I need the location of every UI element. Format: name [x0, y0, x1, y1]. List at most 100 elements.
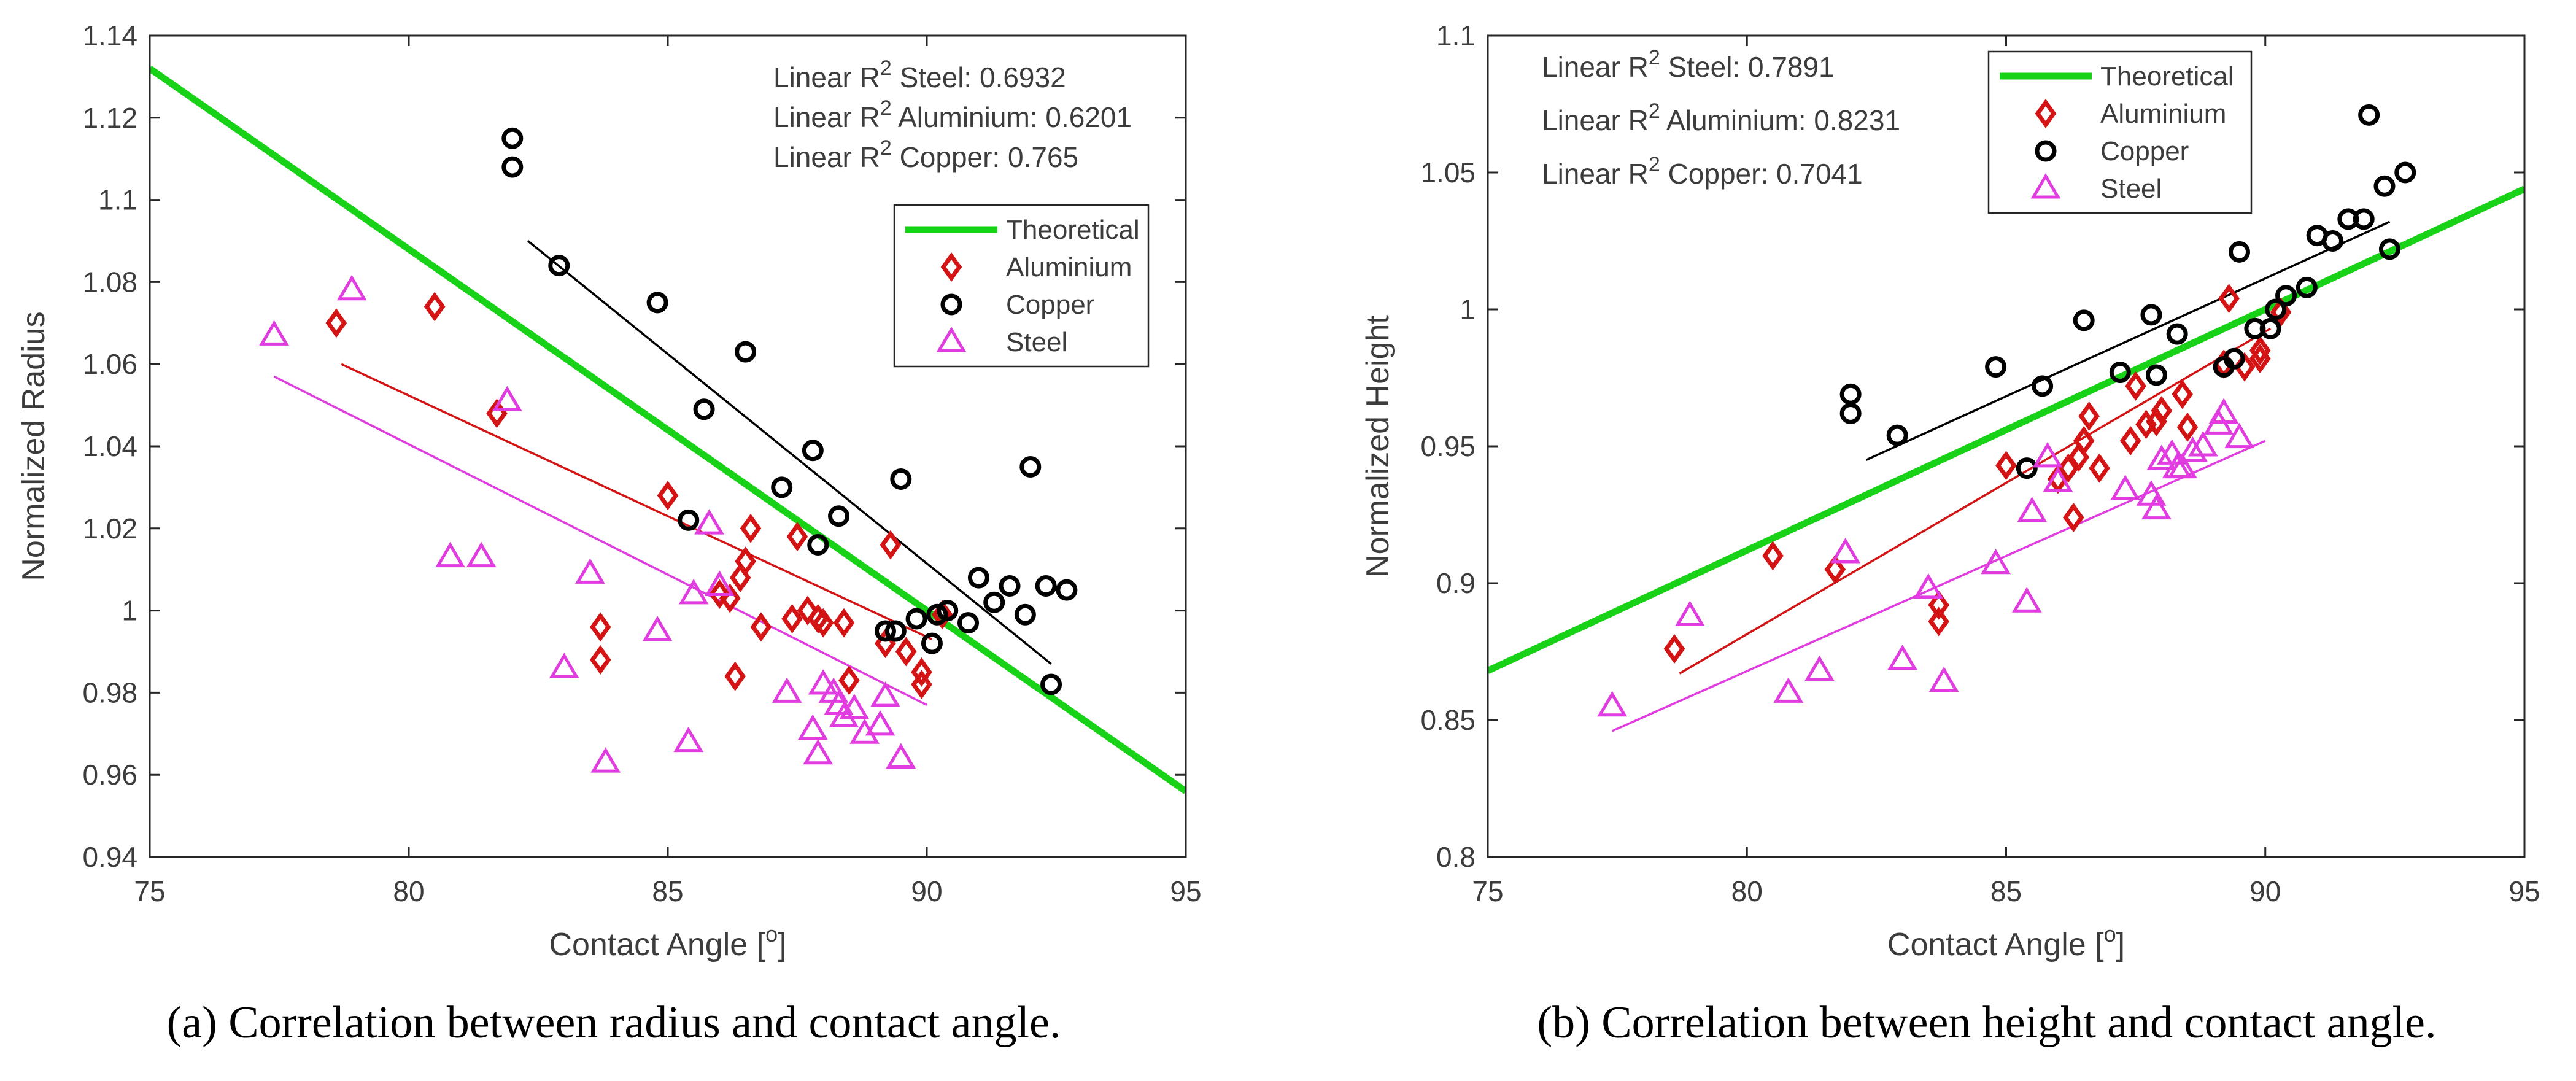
panel-b-copper-point: [2275, 285, 2297, 307]
panel-b-steel-point: [2017, 497, 2048, 522]
panel-b-steel-point: [2043, 467, 2073, 492]
panel-b-aluminium-fit-line: [1679, 327, 2272, 675]
panel-a-aluminium-point: [709, 579, 730, 609]
panel-b-copper-point: [2032, 375, 2054, 397]
panel-b-copper-point: [2073, 309, 2095, 331]
panel-a-theoretical-line: [150, 66, 1186, 794]
panel-a-aluminium-fit-line: [341, 363, 933, 641]
panel-a-legend-aluminium-marker: [940, 252, 962, 282]
panel-b-aluminium-point: [2176, 412, 2199, 442]
panel-a-steel-point: [678, 578, 709, 605]
panel-a-annotation-value: Steel: 0.6932: [892, 61, 1066, 93]
panel-b-copper-point: [2353, 208, 2375, 230]
panel-a-aluminium-point: [812, 608, 834, 638]
panel-b-copper-point: [2140, 304, 2162, 326]
panel-a-copper-point: [1040, 673, 1062, 695]
panel-a-y-tick-label: 1.08: [82, 266, 137, 298]
panel-b-copper-point: [2259, 317, 2281, 339]
panel-a-steel-point: [673, 726, 704, 753]
panel-a-x-tick-label: 90: [911, 875, 942, 907]
panel-b-aluminium-point: [1824, 554, 1846, 584]
panel-b-legend-steel-marker: [2030, 173, 2061, 199]
panel-a-annotation-value: Copper: 0.765: [892, 141, 1078, 173]
panel-a-annotation-superscript: 2: [880, 96, 892, 120]
panel-a-copper-point: [884, 620, 907, 642]
panel-b-steel-point: [1830, 538, 1861, 564]
panel-b-legend-copper-marker: [2035, 140, 2057, 162]
panel-b-annotation-value: Aluminium: 0.8231: [1660, 104, 1900, 136]
panel-b-y-tick-label: 0.95: [1420, 430, 1476, 462]
panel-a-legend: Theoretical Aluminium Copper Steel: [893, 204, 1150, 368]
panel-a-legend-copper-marker: [940, 293, 962, 316]
panel-a-copper-point: [983, 591, 1005, 613]
panel-a-caption: (a) Correlation between radius and conta…: [167, 998, 1061, 1048]
panel-a-aluminium-point: [911, 670, 932, 699]
panel-b-aluminium-point: [2089, 453, 2110, 483]
panel-b-y-tick-label: 0.9: [1436, 567, 1476, 599]
panel-a-steel-point: [590, 747, 621, 773]
panel-a-legend-steel-label: Steel: [1006, 327, 1067, 357]
panel-b-steel-point: [2178, 436, 2208, 462]
panel-a-annotation-superscript: 2: [880, 136, 892, 160]
panel-b-annotation-value: Copper: 0.7041: [1660, 158, 1863, 190]
panel-a-steel-point: [466, 541, 497, 568]
panel-b-annotation-superscript: 2: [1649, 46, 1660, 69]
panel-a-steel-point: [575, 558, 605, 584]
panel-a-copper-point: [999, 575, 1021, 597]
panel-a-x-axis-label-bracket: ]: [778, 927, 786, 963]
panel-a-steel-point: [694, 509, 724, 535]
panel-b-steel-point: [2011, 587, 2042, 613]
panel-a-copper-point: [771, 476, 793, 498]
panel-a-copper-point: [890, 468, 912, 490]
panel-a-y-tick-label: 1.12: [82, 102, 137, 134]
panel-b-aluminium-point: [2125, 371, 2146, 401]
panel-b-legend-aluminium-label: Aluminium: [2100, 99, 2226, 129]
panel-b-y-tick-label: 0.8: [1436, 841, 1476, 873]
panel-b-copper-point: [2109, 362, 2131, 384]
panel-b-steel-point: [2224, 422, 2254, 449]
panel-a-copper-point: [828, 505, 850, 527]
panel-b-copper-point: [2296, 276, 2318, 298]
panel-b-steel-point: [1804, 655, 1835, 681]
panel-b-copper-fit-line: [1865, 220, 2391, 461]
panel-a-copper-point: [1019, 455, 1042, 478]
panel-b-steel-point: [2146, 444, 2177, 470]
panel-b-x-axis-label-bracket: ]: [2116, 927, 2125, 963]
panel-a-x-tick-label: 80: [393, 875, 424, 907]
panel-b-steel-point: [1928, 666, 1959, 692]
panel-a-steel-point: [642, 616, 673, 641]
panel-a-aluminium-point: [750, 612, 772, 642]
panel-b-y-tick-label: 1.05: [1420, 157, 1476, 188]
panel-a-y-tick-label: 1.04: [82, 430, 137, 462]
panel-b-y-tick-label: 1: [1460, 293, 1476, 325]
panel-b-steel-point: [1913, 573, 1944, 599]
panel-a-copper-point: [1035, 575, 1057, 597]
panel-b-aluminium-point: [2073, 426, 2095, 456]
panel-a-steel-point: [259, 320, 289, 346]
panel-b-y-tick-label: 1.1: [1436, 20, 1476, 52]
panel-a-steel-point: [797, 714, 828, 740]
panel-a-x-axis-label-degree: o: [765, 921, 778, 947]
panel-a-copper-point: [967, 567, 989, 589]
panel-a-aluminium-point: [657, 481, 679, 511]
panel-a-aluminium-point: [911, 657, 932, 687]
panel-a-steel-point: [870, 681, 900, 707]
panel-a-copper-point: [678, 509, 700, 531]
panel-a-steel-point: [865, 710, 895, 736]
panel-b-copper-point: [1985, 356, 2007, 378]
panel-b-copper-point: [1839, 402, 1862, 424]
panel-a-y-axis-label: Normalized Radius: [16, 311, 52, 581]
panel-b-steel-point: [2208, 398, 2239, 424]
panel-a-steel-point: [435, 541, 465, 568]
panel-b-aluminium-point: [2249, 335, 2271, 365]
panel-a-copper-point: [1056, 579, 1078, 601]
panel-a-x-tick-label: 95: [1170, 875, 1201, 907]
panel-b-aluminium-point: [2119, 426, 2141, 456]
panel-b-y-axis-label: Normalized Height: [1360, 315, 1396, 578]
panel-b-x-tick-label: 90: [2249, 875, 2281, 907]
panel-a-aluminium-point: [740, 513, 762, 543]
panel-a-y-tick-label: 1: [122, 595, 137, 627]
panel-b-x-axis-label-degree: o: [2104, 921, 2116, 947]
panel-a-legend-copper-label: Copper: [1006, 290, 1094, 320]
